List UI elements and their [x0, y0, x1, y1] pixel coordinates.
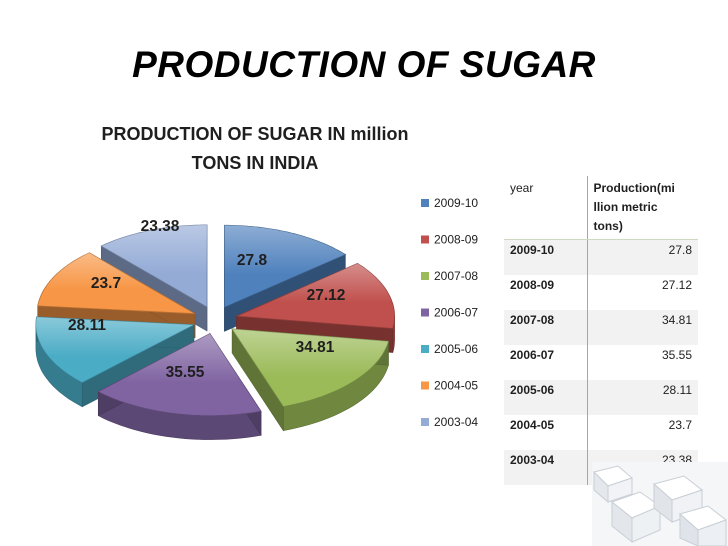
chart-title-line-1: PRODUCTION OF SUGAR IN million	[101, 124, 408, 144]
pie-slice-2006-07	[97, 332, 262, 440]
legend-label-2005-06: 2005-06	[434, 342, 478, 356]
legend-label-2006-07: 2006-07	[434, 306, 478, 320]
legend-label-2004-05: 2004-05	[434, 379, 478, 393]
pie-data-labels: 27.8 27.12 34.81 35.55 28.11 23.7 23.38	[68, 218, 345, 381]
legend-label-2008-09: 2008-09	[434, 233, 478, 247]
table-header-production-line-1: Production(mi	[593, 181, 675, 195]
table-row: 2004-05 23.7	[504, 414, 698, 450]
table-row: 2005-06 28.11	[504, 379, 698, 415]
data-label-2005-06: 28.11	[68, 317, 106, 334]
table-cell-year: 2007-08	[504, 309, 587, 345]
pie-slice-2008-09	[236, 262, 396, 353]
table-cell-production: 27.12	[586, 274, 698, 310]
table-cell-year: 2009-10	[504, 239, 587, 275]
table-header-production-line-3: tons)	[593, 219, 623, 233]
table-cell-production: 23.7	[586, 414, 698, 450]
table-header-row: year Production(mi llion metric tons)	[504, 176, 698, 240]
table-cell-production: 35.55	[586, 344, 698, 380]
pie-slice-2003-04	[100, 224, 208, 332]
legend-swatch-2006-07	[421, 308, 429, 317]
data-table: year Production(mi llion metric tons) 20…	[504, 176, 698, 485]
legend: 2009-10 2008-09 2007-08 2006-07 2005-06 2004-…	[421, 196, 478, 429]
legend-swatch-2008-09	[421, 235, 429, 244]
data-label-2008-09: 27.12	[307, 287, 346, 304]
table-cell-year: 2006-07	[510, 347, 555, 362]
table-cell-production: 27.8	[586, 239, 698, 275]
data-label-2003-04: 23.38	[141, 218, 180, 235]
legend-swatch-2007-08	[421, 272, 429, 280]
table-cell-year: 2005-06	[504, 379, 587, 415]
table-row: 2006-07 35.55	[504, 344, 698, 380]
data-label-2009-10: 27.8	[237, 252, 268, 269]
table-header-production-line-2: llion metric	[593, 200, 658, 214]
legend-swatch-2009-10	[421, 199, 429, 207]
legend-label-2007-08: 2007-08	[434, 269, 478, 283]
table-row: 2007-08 34.81	[504, 309, 698, 345]
table-header-year: year	[504, 176, 587, 240]
chart-title-line-2: TONS IN INDIA	[192, 153, 319, 173]
table-row: 2009-10 27.8	[504, 239, 698, 275]
sugar-cubes-image	[592, 462, 728, 546]
legend-label-2009-10: 2009-10	[434, 196, 478, 210]
data-label-2004-05: 23.7	[91, 275, 121, 292]
table-cell-production: 28.11	[586, 379, 698, 415]
legend-swatch-2004-05	[421, 381, 429, 390]
data-label-2006-07: 35.55	[166, 364, 205, 381]
data-label-2007-08: 34.81	[296, 339, 335, 356]
legend-label-2003-04: 2003-04	[434, 415, 478, 429]
pie-slice-2007-08	[231, 327, 389, 432]
table-cell-year: 2008-09	[510, 277, 555, 292]
pie-slice-2004-05	[37, 252, 196, 339]
legend-swatch-2005-06	[421, 345, 429, 353]
legend-swatch-2003-04	[421, 418, 429, 426]
table-cell-production: 34.81	[586, 309, 698, 345]
table-header-production: Production(mi llion metric tons)	[586, 176, 698, 240]
table-cell-year: 2003-04	[504, 449, 587, 485]
pie-slices	[35, 224, 396, 440]
slide-title: PRODUCTION OF SUGAR	[132, 44, 596, 85]
table-row: 2008-09 27.12	[504, 274, 698, 310]
table-cell-year: 2004-05	[510, 417, 555, 432]
